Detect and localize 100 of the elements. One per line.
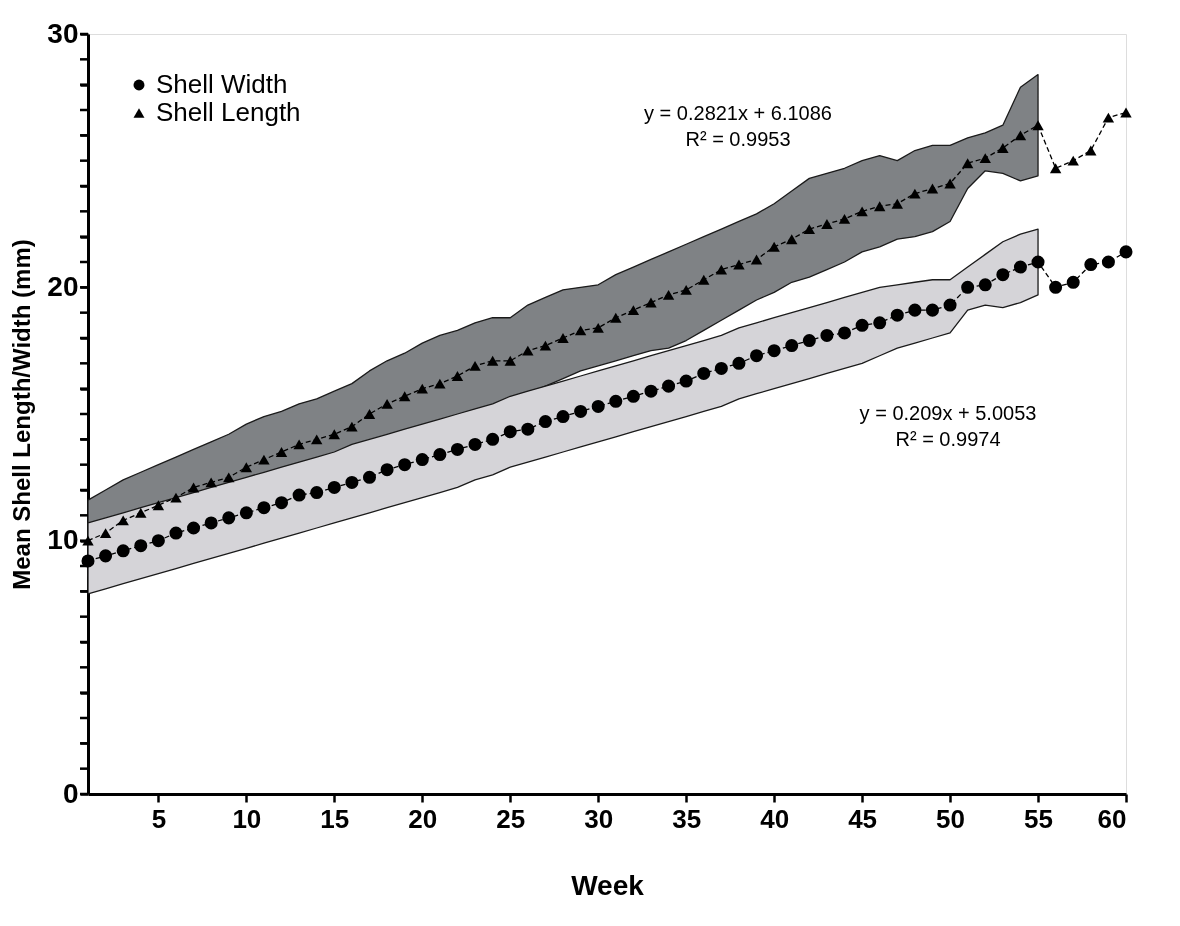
point <box>239 506 253 520</box>
point <box>856 206 868 217</box>
point <box>926 183 939 194</box>
point <box>170 492 182 503</box>
point <box>1032 120 1044 131</box>
point <box>943 298 957 312</box>
point <box>961 280 975 294</box>
point <box>380 463 394 477</box>
point <box>346 421 358 432</box>
point <box>99 549 113 563</box>
x-axis-title: Week <box>571 869 645 901</box>
point <box>574 404 588 418</box>
point <box>416 383 428 394</box>
point <box>503 425 517 439</box>
point <box>1049 280 1063 294</box>
y-tick-label: 20 <box>47 270 79 302</box>
point <box>434 378 446 389</box>
point <box>873 201 886 212</box>
point <box>732 356 746 370</box>
point <box>134 539 148 553</box>
point <box>574 325 587 336</box>
x-tick-label: 15 <box>320 803 350 834</box>
point <box>311 434 323 445</box>
point <box>996 268 1010 282</box>
point <box>837 326 852 340</box>
x-tick-label: 35 <box>672 803 702 834</box>
point <box>591 399 605 413</box>
point <box>117 515 129 526</box>
x-tick-label: 55 <box>1024 803 1053 834</box>
point <box>99 528 112 538</box>
point <box>609 394 623 408</box>
point <box>187 521 201 535</box>
point <box>204 516 218 530</box>
point <box>645 297 657 308</box>
point <box>398 391 411 402</box>
point <box>328 429 341 440</box>
point <box>961 158 974 169</box>
x-tick-label: 25 <box>496 803 526 834</box>
point <box>1119 245 1133 259</box>
point <box>838 214 851 224</box>
point <box>135 507 147 518</box>
point <box>362 470 377 484</box>
point <box>187 482 200 493</box>
point <box>327 480 341 494</box>
point <box>468 437 482 451</box>
point <box>750 349 764 363</box>
point <box>714 361 728 375</box>
x-tick-label: 50 <box>936 803 966 834</box>
point <box>223 472 235 483</box>
x-tick-label: 10 <box>232 803 262 834</box>
point <box>486 355 499 366</box>
point <box>539 340 552 351</box>
point <box>222 511 236 525</box>
point <box>275 496 289 510</box>
point <box>891 198 903 209</box>
point <box>522 345 534 356</box>
point <box>151 534 165 548</box>
point <box>293 439 305 450</box>
point <box>82 535 94 546</box>
point <box>1066 275 1080 289</box>
legend-label: Shell Width <box>156 69 288 99</box>
point <box>240 462 253 473</box>
point <box>767 344 781 358</box>
point <box>909 188 921 199</box>
y-axis-title: Mean Shell Length/Width (mm) <box>8 239 36 590</box>
point <box>557 333 569 343</box>
point <box>715 264 728 275</box>
point <box>680 284 692 295</box>
point <box>997 143 1009 153</box>
point <box>944 178 956 189</box>
point <box>592 322 604 333</box>
y-tick-label: 10 <box>47 524 79 556</box>
point <box>398 458 412 472</box>
point <box>890 308 904 322</box>
point <box>662 290 675 300</box>
point <box>1084 258 1098 272</box>
point <box>821 219 833 229</box>
point <box>627 305 640 316</box>
point <box>1102 112 1115 123</box>
point <box>415 453 429 467</box>
point <box>979 153 991 164</box>
point <box>925 303 939 317</box>
x-tick-label: 5 <box>151 803 167 834</box>
point <box>662 379 676 393</box>
point <box>152 500 165 511</box>
point <box>768 241 780 252</box>
point <box>310 486 324 500</box>
point <box>345 475 359 489</box>
point <box>1049 163 1062 174</box>
point <box>1031 255 1045 269</box>
point <box>275 447 288 457</box>
point <box>116 544 130 558</box>
point <box>1101 255 1115 269</box>
point <box>698 274 710 285</box>
point <box>450 442 464 456</box>
point <box>697 366 711 380</box>
point <box>1014 130 1027 141</box>
point <box>626 389 640 403</box>
point <box>1013 260 1027 274</box>
point <box>486 432 500 446</box>
